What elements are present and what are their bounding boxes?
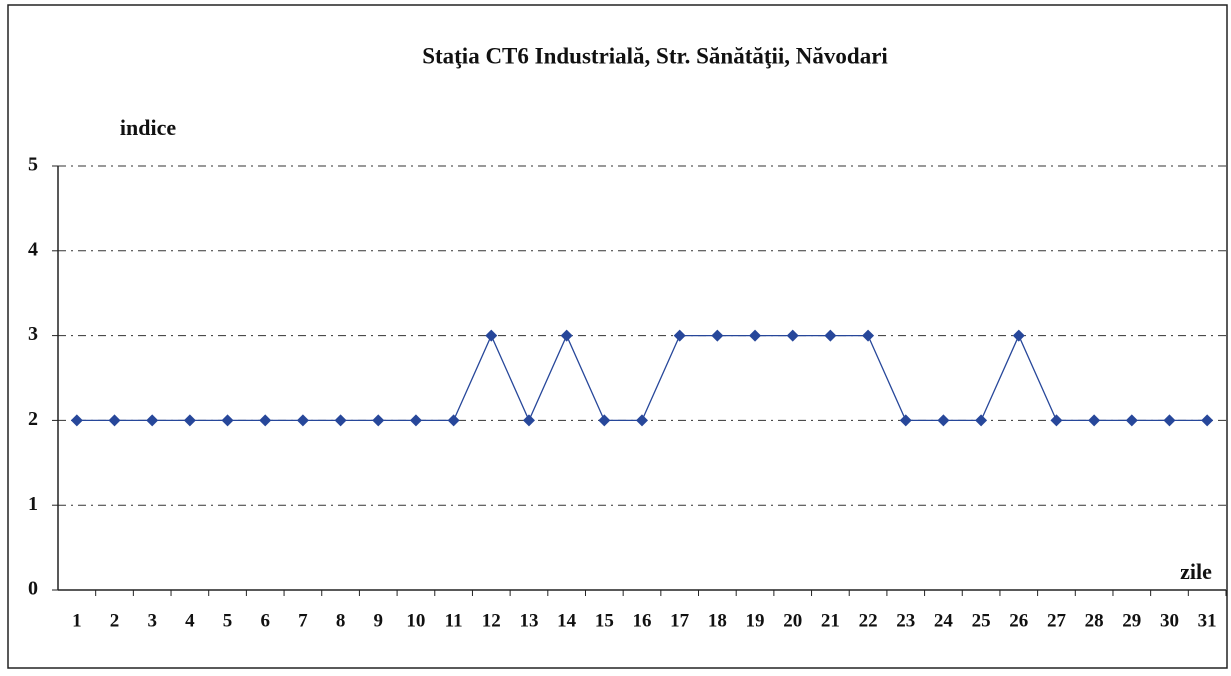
x-tick-label: 31 xyxy=(1198,610,1217,631)
marker xyxy=(146,414,159,427)
x-tick-label: 12 xyxy=(482,610,501,631)
y-tick-label: 5 xyxy=(28,154,38,176)
marker xyxy=(899,414,912,427)
y-tick-label: 1 xyxy=(28,493,38,515)
x-tick-label: 18 xyxy=(708,610,727,631)
marker xyxy=(749,329,762,342)
marker xyxy=(560,329,573,342)
x-tick-label: 28 xyxy=(1085,610,1104,631)
x-axis-label: zile xyxy=(1180,559,1212,584)
y-axis-label: indice xyxy=(120,115,176,140)
marker xyxy=(221,414,234,427)
y-tick-label: 4 xyxy=(28,238,38,260)
marker xyxy=(824,329,837,342)
line xyxy=(76,333,1208,423)
x-tick-label: 2 xyxy=(110,610,120,631)
x-tick-label: 19 xyxy=(746,610,765,631)
y-tick-label: 0 xyxy=(28,578,38,600)
marker xyxy=(372,414,385,427)
x-tick-label: 15 xyxy=(595,610,614,631)
x-tick-label: 25 xyxy=(972,610,991,631)
x-tick-label: 29 xyxy=(1122,610,1141,631)
x-tick-label: 20 xyxy=(783,610,802,631)
x-tick-label: 5 xyxy=(223,610,233,631)
marker xyxy=(1163,414,1176,427)
marker xyxy=(1201,414,1214,427)
x-tick-label: 8 xyxy=(336,610,346,631)
marker xyxy=(1088,414,1101,427)
x-tick-label: 10 xyxy=(406,610,425,631)
marker xyxy=(259,414,272,427)
x-tick-label: 27 xyxy=(1047,610,1067,631)
chart-title: Staţia CT6 Industrială, Str. Sănătăţii, … xyxy=(422,43,888,68)
x-tick-label: 26 xyxy=(1009,610,1028,631)
marker xyxy=(183,414,196,427)
marker xyxy=(409,414,422,427)
x-tick-label: 30 xyxy=(1160,610,1179,631)
marker xyxy=(636,414,648,427)
marker xyxy=(862,329,875,342)
x-tick-label: 16 xyxy=(633,610,652,631)
marker xyxy=(673,329,686,342)
marker xyxy=(1012,329,1025,342)
marker xyxy=(447,414,460,427)
x-tick-label: 1 xyxy=(72,610,82,631)
marker xyxy=(108,414,121,427)
marker xyxy=(937,414,950,427)
marker xyxy=(711,329,724,342)
y-tick-label: 3 xyxy=(28,323,38,345)
marker xyxy=(70,414,83,427)
x-tick-label: 11 xyxy=(445,610,463,631)
marker xyxy=(1125,414,1138,427)
y-tick-label: 2 xyxy=(28,408,38,430)
marker xyxy=(296,414,309,427)
x-tick-label: 14 xyxy=(557,610,577,631)
x-tick-label: 4 xyxy=(185,610,195,631)
marker xyxy=(975,414,988,427)
marker xyxy=(522,414,535,427)
marker xyxy=(1050,414,1063,427)
x-tick-label: 7 xyxy=(298,610,308,631)
x-tick-label: 23 xyxy=(896,610,915,631)
x-tick-label: 21 xyxy=(821,610,840,631)
x-tick-label: 24 xyxy=(934,610,954,631)
x-tick-label: 6 xyxy=(260,610,270,631)
x-tick-label: 9 xyxy=(374,610,384,631)
marker xyxy=(598,414,611,427)
x-tick-label: 17 xyxy=(670,610,690,631)
marker xyxy=(485,329,498,342)
x-tick-label: 13 xyxy=(519,610,538,631)
x-tick-label: 22 xyxy=(859,610,878,631)
x-tick-label: 3 xyxy=(147,610,157,631)
marker xyxy=(786,329,799,342)
frame xyxy=(7,4,1228,669)
marker xyxy=(334,414,347,427)
